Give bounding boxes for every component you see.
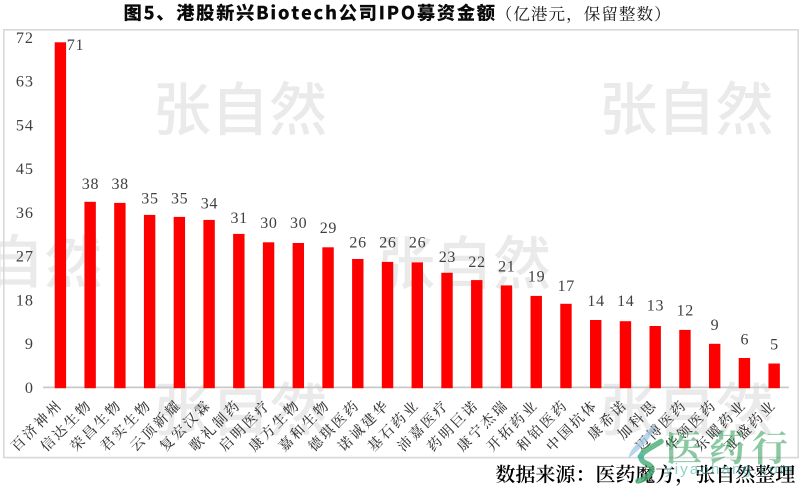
svg-text:26: 26 [349, 234, 366, 251]
svg-text:0: 0 [25, 379, 34, 397]
svg-text:23: 23 [439, 249, 456, 266]
svg-text:13: 13 [647, 298, 664, 315]
svg-text:71: 71 [67, 37, 84, 54]
svg-text:12: 12 [677, 303, 694, 320]
svg-text:26: 26 [379, 234, 396, 251]
svg-text:36: 36 [16, 204, 34, 222]
svg-text:19: 19 [528, 269, 545, 286]
svg-text:27: 27 [16, 248, 34, 266]
svg-text:yiyaohang.com: yiyaohang.com [665, 461, 795, 478]
svg-text:38: 38 [111, 176, 128, 193]
svg-text:72: 72 [16, 29, 34, 47]
svg-text:9: 9 [711, 317, 720, 334]
svg-text:54: 54 [16, 116, 34, 134]
svg-text:5: 5 [770, 337, 779, 354]
svg-text:14: 14 [617, 293, 634, 310]
svg-text:63: 63 [16, 73, 34, 91]
svg-text:30: 30 [260, 215, 277, 232]
svg-text:45: 45 [16, 160, 34, 178]
svg-text:34: 34 [201, 196, 218, 213]
svg-text:14: 14 [587, 293, 604, 310]
svg-text:9: 9 [25, 335, 34, 353]
svg-text:6: 6 [740, 332, 749, 349]
svg-text:30: 30 [290, 215, 307, 232]
svg-text:29: 29 [320, 220, 337, 237]
svg-text:21: 21 [498, 259, 515, 276]
svg-text:17: 17 [558, 278, 575, 295]
svg-text:35: 35 [141, 191, 158, 208]
svg-text:38: 38 [82, 176, 99, 193]
svg-text:35: 35 [171, 191, 188, 208]
svg-text:31: 31 [230, 210, 247, 227]
svg-text:18: 18 [16, 291, 34, 309]
svg-text:22: 22 [468, 254, 485, 271]
svg-text:26: 26 [409, 234, 426, 251]
